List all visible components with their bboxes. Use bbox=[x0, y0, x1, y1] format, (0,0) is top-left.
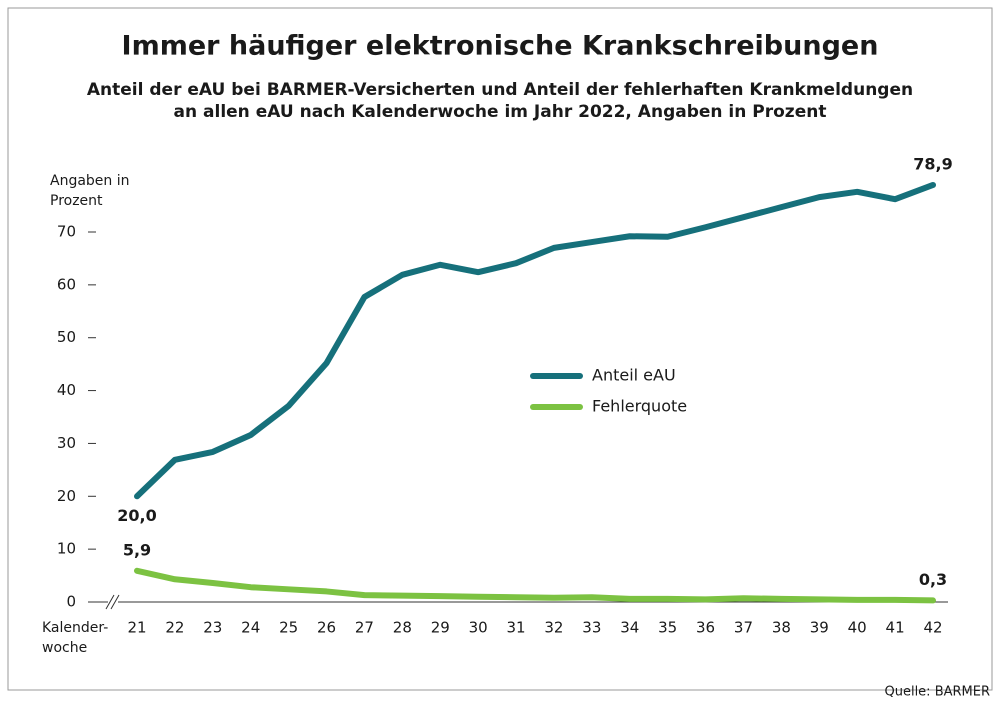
x-tick-label: 30 bbox=[469, 619, 488, 637]
legend-label: Fehlerquote bbox=[592, 397, 687, 416]
chart-title: Immer häufiger elektronische Krankschrei… bbox=[122, 31, 879, 62]
data-label: 78,9 bbox=[913, 154, 952, 173]
x-tick-label: 22 bbox=[165, 619, 184, 637]
axis-break bbox=[105, 594, 120, 610]
y-tick-label: 30 bbox=[57, 434, 76, 452]
chart-subtitle: Anteil der eAU bei BARMER-Versicherten u… bbox=[87, 80, 913, 122]
x-tick-label: 24 bbox=[241, 619, 260, 637]
data-label: 20,0 bbox=[117, 506, 156, 525]
x-tick-label: 33 bbox=[582, 619, 601, 637]
y-tick-label: 60 bbox=[57, 275, 76, 293]
series-line bbox=[134, 181, 936, 500]
x-tick-label: 32 bbox=[544, 619, 563, 637]
x-tick-label: 29 bbox=[431, 619, 450, 637]
x-tick-label: 25 bbox=[279, 619, 298, 637]
x-tick-label: 36 bbox=[696, 619, 715, 637]
x-tick-label: 26 bbox=[317, 619, 336, 637]
y-tick-label: 50 bbox=[57, 328, 76, 346]
x-tick-label: 21 bbox=[127, 619, 146, 637]
x-tick-label: 41 bbox=[886, 619, 905, 637]
x-tick-label: 40 bbox=[848, 619, 867, 637]
y-tick-label: 0 bbox=[66, 593, 76, 611]
x-tick-label: 27 bbox=[355, 619, 374, 637]
x-tick-label: 38 bbox=[772, 619, 791, 637]
y-axis-label: Angaben in Prozent bbox=[50, 173, 130, 209]
source: Quelle: BARMER bbox=[884, 685, 990, 700]
x-tick-label: 23 bbox=[203, 619, 222, 637]
y-tick-label: 40 bbox=[57, 381, 76, 399]
x-axis-label: Kalender-woche bbox=[42, 620, 108, 656]
frame bbox=[7, 7, 993, 691]
x-tick-label: 34 bbox=[620, 619, 639, 637]
y-tick-label: 10 bbox=[57, 540, 76, 558]
y-tick-label: 20 bbox=[57, 487, 76, 505]
x-tick-label: 31 bbox=[507, 619, 526, 637]
x-tick-label: 39 bbox=[810, 619, 829, 637]
data-label: 5,9 bbox=[123, 540, 151, 559]
series-line bbox=[134, 567, 936, 604]
legend-label: Anteil eAU bbox=[592, 366, 676, 385]
y-tick-label: 70 bbox=[57, 223, 76, 241]
axis-break-gap bbox=[108, 596, 118, 608]
x-tick-label: 35 bbox=[658, 619, 677, 637]
data-label: 0,3 bbox=[919, 570, 947, 589]
x-tick-label: 37 bbox=[734, 619, 753, 637]
x-tick-label: 28 bbox=[393, 619, 412, 637]
x-tick-label: 42 bbox=[923, 619, 942, 637]
